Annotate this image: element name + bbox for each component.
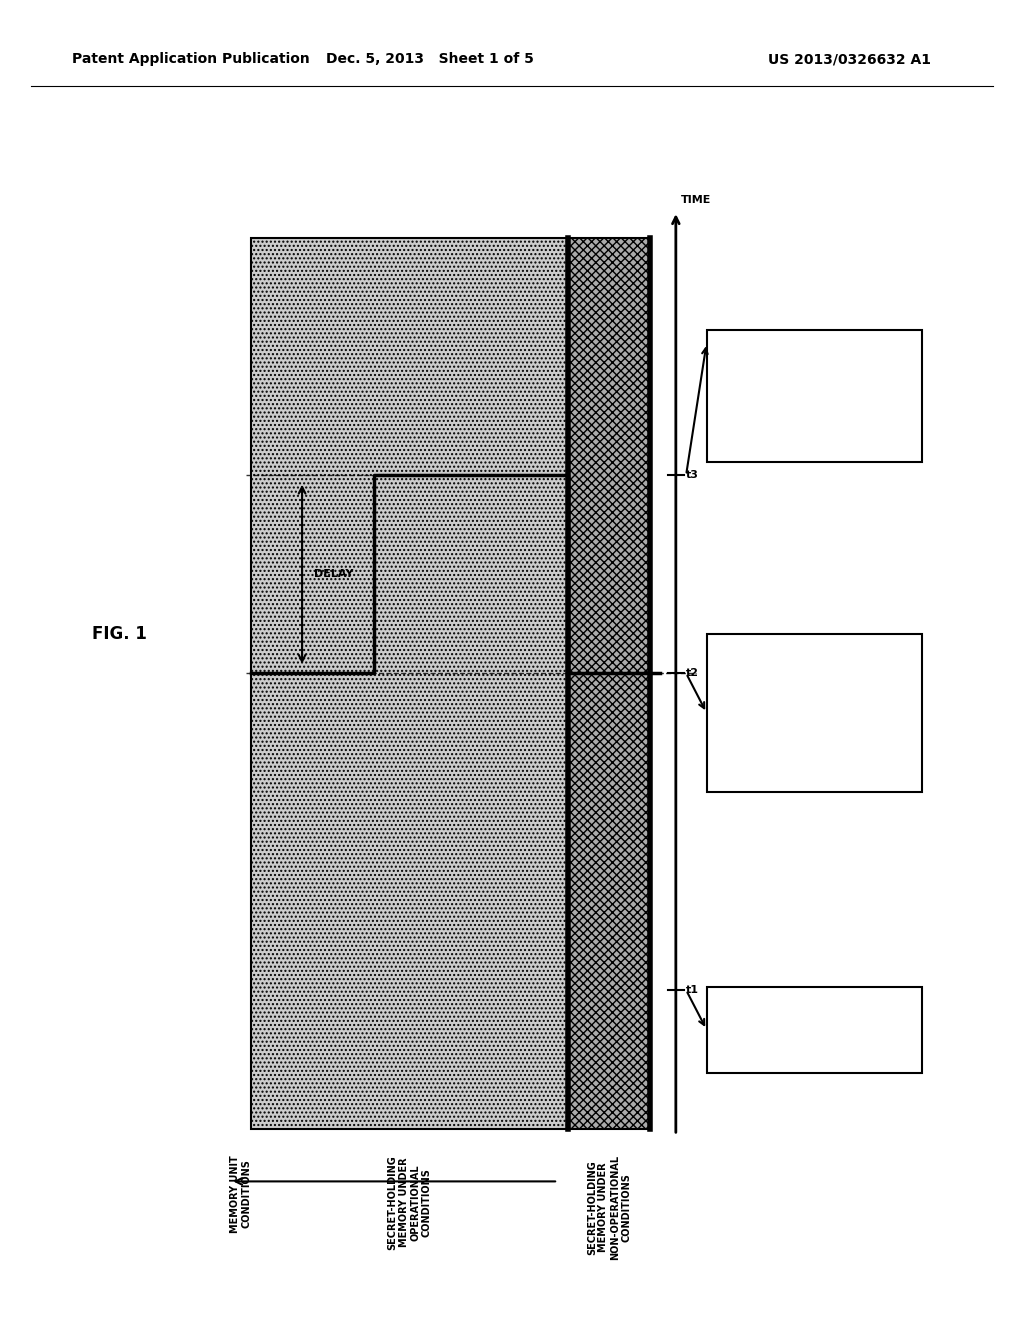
Text: SECRET-HOLDING
MEMORY UNDER
NON-OPERATIONAL
CONDITIONS: SECRET-HOLDING MEMORY UNDER NON-OPERATIO… xyxy=(587,1155,632,1261)
Text: t1: t1 xyxy=(686,985,699,995)
Bar xyxy=(707,634,922,792)
Text: t2: t2 xyxy=(686,668,699,678)
Text: APPLY NON-OPERATIONAL
CONDITIONS TO MEMORY UNIT: APPLY NON-OPERATIONAL CONDITIONS TO MEMO… xyxy=(730,385,898,407)
Bar xyxy=(707,330,922,462)
Text: TRIGGERING EVENT: TRIGGERING EVENT xyxy=(757,1024,871,1035)
Text: APPLY OPERATIONAL
CONDITIONS TO
MEMORY UNIT: APPLY OPERATIONAL CONDITIONS TO MEMORY U… xyxy=(754,696,874,730)
Bar xyxy=(251,238,568,1129)
Text: TIME: TIME xyxy=(681,194,712,205)
Bar xyxy=(707,987,922,1072)
Text: MEMORY UNIT
CONDITIONS: MEMORY UNIT CONDITIONS xyxy=(229,1155,252,1233)
Text: US 2013/0326632 A1: US 2013/0326632 A1 xyxy=(768,53,932,66)
Text: FIG. 1: FIG. 1 xyxy=(92,624,147,643)
Text: t3: t3 xyxy=(686,470,699,480)
Text: Patent Application Publication: Patent Application Publication xyxy=(72,53,309,66)
Text: SECRET-HOLDING
MEMORY UNDER
OPERATIONAL
CONDITIONS: SECRET-HOLDING MEMORY UNDER OPERATIONAL … xyxy=(387,1155,432,1250)
Bar xyxy=(568,238,650,1129)
Text: DELAY: DELAY xyxy=(314,569,353,579)
Text: Dec. 5, 2013   Sheet 1 of 5: Dec. 5, 2013 Sheet 1 of 5 xyxy=(326,53,535,66)
